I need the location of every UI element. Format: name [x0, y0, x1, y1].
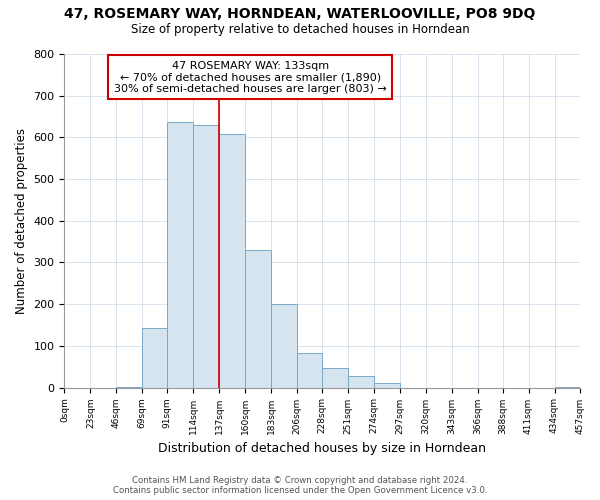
- Text: 47 ROSEMARY WAY: 133sqm
← 70% of detached houses are smaller (1,890)
30% of semi: 47 ROSEMARY WAY: 133sqm ← 70% of detache…: [114, 60, 386, 94]
- Text: Size of property relative to detached houses in Horndean: Size of property relative to detached ho…: [131, 22, 469, 36]
- Bar: [142, 328, 167, 388]
- Bar: [297, 353, 322, 388]
- Bar: [554, 386, 580, 388]
- Bar: [116, 386, 142, 388]
- Bar: [193, 125, 219, 388]
- Y-axis label: Number of detached properties: Number of detached properties: [15, 128, 28, 314]
- Bar: [245, 250, 271, 388]
- Bar: [348, 376, 374, 388]
- X-axis label: Distribution of detached houses by size in Horndean: Distribution of detached houses by size …: [158, 442, 487, 455]
- Bar: [322, 368, 348, 388]
- Bar: [219, 134, 245, 388]
- Bar: [167, 122, 193, 388]
- Bar: [271, 304, 297, 388]
- Bar: [374, 382, 400, 388]
- Text: Contains HM Land Registry data © Crown copyright and database right 2024.
Contai: Contains HM Land Registry data © Crown c…: [113, 476, 487, 495]
- Text: 47, ROSEMARY WAY, HORNDEAN, WATERLOOVILLE, PO8 9DQ: 47, ROSEMARY WAY, HORNDEAN, WATERLOOVILL…: [64, 8, 536, 22]
